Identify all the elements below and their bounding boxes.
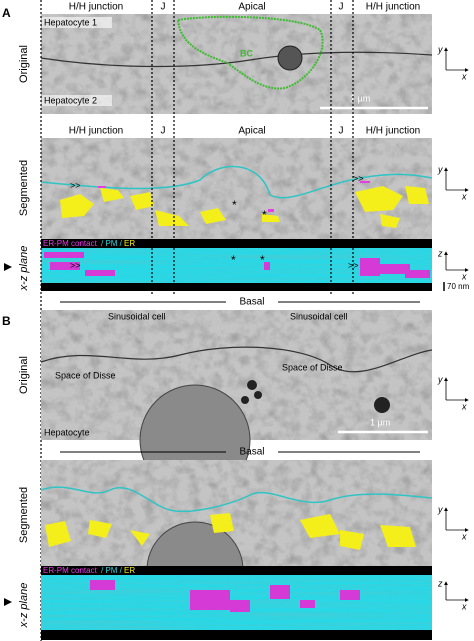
column-header: J <box>339 126 344 137</box>
xz-base <box>41 630 432 640</box>
axis-icon: yx <box>437 44 469 81</box>
marker: * <box>262 208 267 222</box>
text-label: y <box>437 164 443 174</box>
marker: * <box>260 253 265 267</box>
membrane <box>40 51 433 68</box>
legend-bar <box>41 239 432 248</box>
dense-granules <box>241 380 390 413</box>
axis-icon: z x 70 nm <box>437 248 470 291</box>
contact-segments <box>98 181 370 212</box>
marker: * <box>231 253 236 267</box>
er-segments <box>45 513 416 550</box>
image-label: Space of Disse <box>55 370 116 380</box>
axis-icon: zx <box>437 578 469 611</box>
panel-label: A <box>2 6 11 20</box>
marker: >> <box>353 173 364 183</box>
legend-item: ER <box>124 239 135 248</box>
text-label: x <box>461 191 467 201</box>
row-label: Segmented <box>18 487 30 543</box>
text-label: x <box>461 71 467 81</box>
text-label: x <box>461 271 467 281</box>
column-header: Apical <box>238 126 265 137</box>
label-bg <box>42 95 112 106</box>
text-label: 70 nm <box>447 282 470 291</box>
row-label: x-z plane <box>18 583 30 629</box>
xz-base <box>41 283 432 291</box>
legend-item: / PM / <box>101 239 123 248</box>
axis-icon: yx <box>437 504 469 541</box>
text-label: z <box>437 578 443 588</box>
column-header: Apical <box>238 2 265 13</box>
pm-trace <box>40 486 433 513</box>
image-label: Sinusoidal cell <box>290 311 348 321</box>
image-label: Hepatocyte 2 <box>44 95 97 105</box>
legend-item: ER <box>124 566 135 575</box>
text-label: z <box>437 248 443 258</box>
image-label: BC <box>240 48 253 58</box>
plane-pointer <box>4 598 12 606</box>
text-label: y <box>437 44 443 54</box>
text-label: x <box>461 601 467 611</box>
image-label: Hepatocyte <box>44 427 90 437</box>
label-bg <box>42 17 112 28</box>
row-label: Original <box>18 45 30 83</box>
scale-bar-label: 1 µm <box>350 93 370 103</box>
column-header: Basal <box>239 297 264 308</box>
plane-pointer <box>4 263 12 271</box>
row-label: Original <box>18 356 30 394</box>
image-label: Hepatocyte 1 <box>44 17 97 27</box>
image-label: Space of Disse <box>282 362 343 372</box>
bc-outline <box>176 15 324 90</box>
legend-item: / PM / <box>101 566 123 575</box>
legend-bar <box>41 566 432 575</box>
text-label: x <box>461 401 467 411</box>
marker: >> <box>70 260 81 270</box>
vesicle <box>277 45 303 71</box>
pm-trace <box>40 165 433 199</box>
marker: * <box>232 198 237 212</box>
marker: >> <box>70 180 81 190</box>
axis-icon: yx <box>437 164 469 201</box>
legend-item: ER-PM contact <box>43 239 98 248</box>
row-label: x-z plane <box>18 246 30 292</box>
column-header: H/H junction <box>69 126 123 137</box>
contact-segments <box>90 580 360 612</box>
text-label: x <box>461 531 467 541</box>
column-header: H/H junction <box>69 2 123 13</box>
image-label: Sinusoidal cell <box>108 311 166 321</box>
column-header: J <box>161 2 166 13</box>
axis-icon: yx <box>437 374 469 411</box>
text-label: y <box>437 374 443 384</box>
panel-label: B <box>2 314 11 328</box>
text-label: y <box>437 504 443 514</box>
column-header: H/H junction <box>366 2 420 13</box>
er-segments <box>60 186 429 228</box>
contact-segments <box>44 252 430 278</box>
membrane <box>40 346 433 373</box>
em-texture <box>41 138 432 239</box>
column-header: J <box>161 126 166 137</box>
column-header: H/H junction <box>366 126 420 137</box>
scale-bar-label: 1 µm <box>370 417 390 427</box>
legend-item: ER-PM contact <box>43 566 98 575</box>
column-header: Basal <box>239 447 264 458</box>
column-header: J <box>339 2 344 13</box>
row-label: Segmented <box>18 160 30 216</box>
